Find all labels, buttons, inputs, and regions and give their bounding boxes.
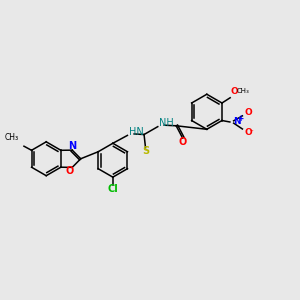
Text: O: O xyxy=(244,108,252,117)
Text: O: O xyxy=(230,87,238,96)
Text: O: O xyxy=(244,128,252,137)
Text: CH₃: CH₃ xyxy=(237,88,249,94)
Text: N: N xyxy=(233,117,241,126)
Text: Cl: Cl xyxy=(107,184,118,194)
Text: N: N xyxy=(68,141,76,152)
Text: S: S xyxy=(142,146,149,157)
Text: ⁻: ⁻ xyxy=(250,130,254,136)
Text: O: O xyxy=(66,166,74,176)
Text: O: O xyxy=(178,136,187,146)
Text: +: + xyxy=(237,114,244,123)
Text: CH₃: CH₃ xyxy=(5,134,19,142)
Text: NH: NH xyxy=(159,118,174,128)
Text: HN: HN xyxy=(129,128,144,137)
